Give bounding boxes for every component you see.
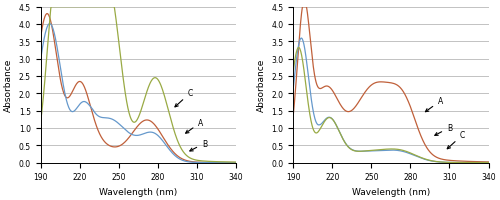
Text: A: A	[186, 118, 204, 134]
Text: C: C	[175, 89, 193, 107]
X-axis label: Wavelength (nm): Wavelength (nm)	[352, 187, 430, 196]
Text: B: B	[435, 123, 452, 136]
Text: C: C	[448, 131, 465, 149]
Y-axis label: Absorbance: Absorbance	[4, 59, 13, 112]
Y-axis label: Absorbance: Absorbance	[257, 59, 266, 112]
X-axis label: Wavelength (nm): Wavelength (nm)	[99, 187, 178, 196]
Text: B: B	[190, 139, 207, 151]
Text: A: A	[426, 97, 443, 112]
